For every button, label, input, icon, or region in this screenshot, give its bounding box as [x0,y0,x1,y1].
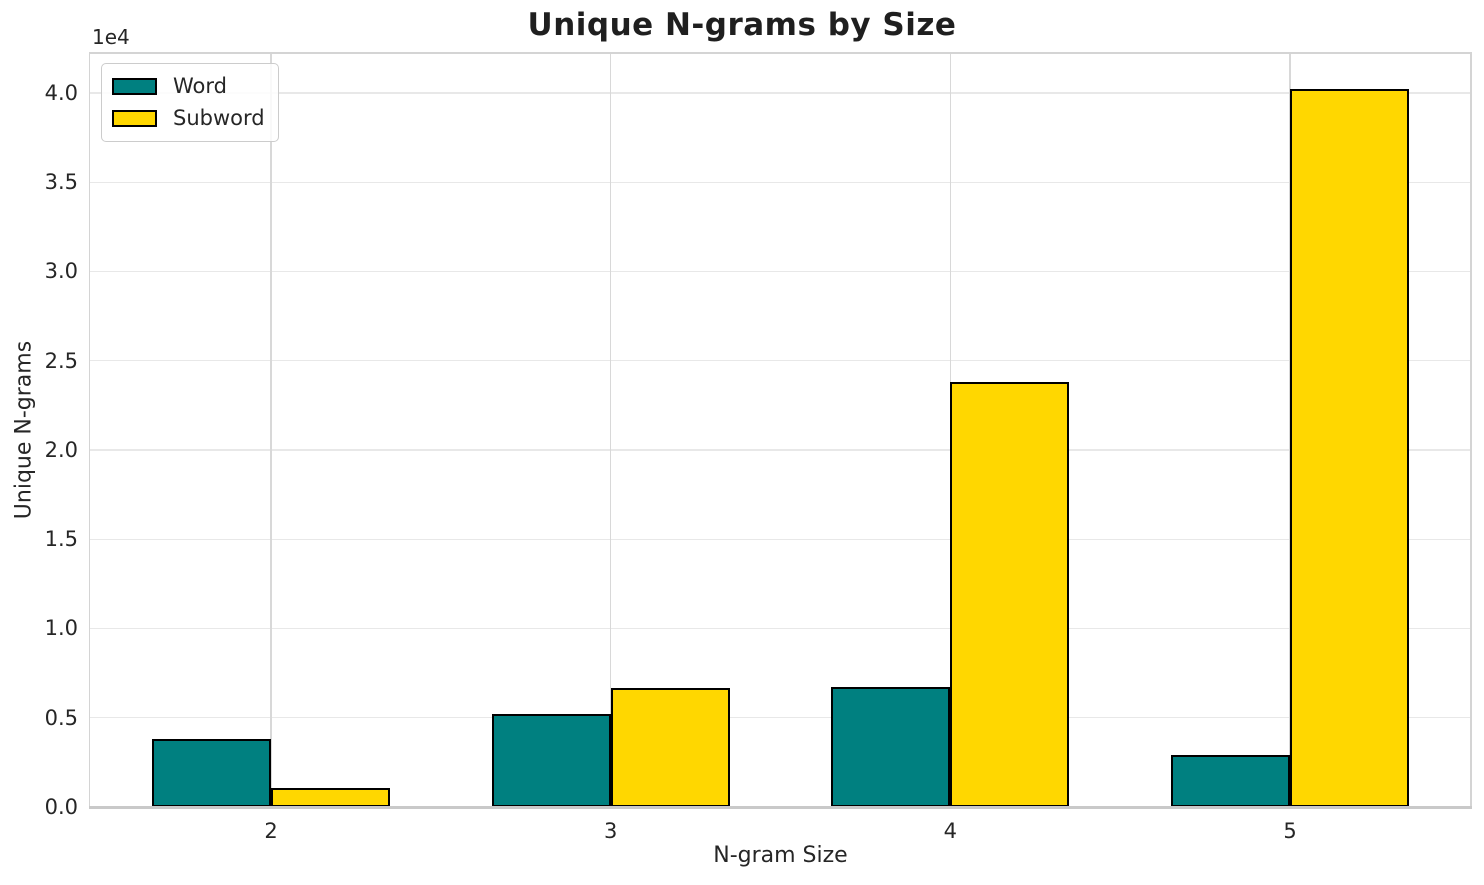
legend: Word Subword [101,63,279,142]
y-tick-label-1.0: 1.0 [44,616,78,641]
x-tick-label-2: 2 [264,819,278,843]
bottom-spine [88,806,1472,809]
y-axis-offset-text: 1e4 [92,25,130,49]
plot-area: Word Subword [90,53,1471,807]
chart-title: Unique N-grams by Size [527,7,957,43]
gridline-y-35000 [90,181,1471,183]
y-tick-label-2.5: 2.5 [44,348,78,373]
gridline-y-20000 [90,449,1471,451]
legend-item-word: Word [112,74,265,98]
gridline-y-40000 [90,92,1471,94]
left-spine [88,52,90,808]
top-spine [88,52,1472,54]
x-tick-label-5: 5 [1283,819,1297,843]
gridline-y-25000 [90,360,1471,362]
bar-subword-4 [950,382,1070,807]
gridline-x-4 [949,53,951,807]
gridline-y-30000 [90,270,1471,273]
legend-label-word: Word [173,74,227,98]
gridline-y-15000 [90,538,1471,540]
bar-word-5 [1171,755,1290,807]
y-tick-label-3.0: 3.0 [44,259,78,284]
bar-word-4 [831,687,951,807]
bar-subword-2 [271,788,390,807]
legend-swatch-subword-icon [112,109,157,127]
gridline-y-5000 [90,717,1471,719]
gridline-x-5 [1289,53,1291,807]
bar-word-3 [491,714,611,807]
y-tick-label-4.0: 4.0 [44,80,78,105]
legend-label-subword: Subword [173,106,265,130]
legend-item-subword: Subword [112,106,265,130]
bar-subword-5 [1290,89,1409,807]
x-tick-label-3: 3 [603,819,618,843]
y-tick-label-2.0: 2.0 [44,437,78,462]
y-tick-label-0.0: 0.0 [44,795,78,819]
legend-swatch-word-icon [112,77,157,95]
right-spine [1470,52,1472,808]
x-tick-label-4: 4 [943,819,958,843]
x-axis-label: N-gram Size [713,843,848,868]
y-tick-label-1.5: 1.5 [44,527,78,552]
bar-word-2 [152,739,271,807]
gridline-x-3 [610,53,612,807]
y-tick-label-0.5: 0.5 [44,705,78,730]
y-tick-label-3.5: 3.5 [44,170,78,195]
bar-subword-3 [610,688,730,807]
gridline-y-10000 [90,627,1471,630]
gridline-x-2 [270,53,272,807]
